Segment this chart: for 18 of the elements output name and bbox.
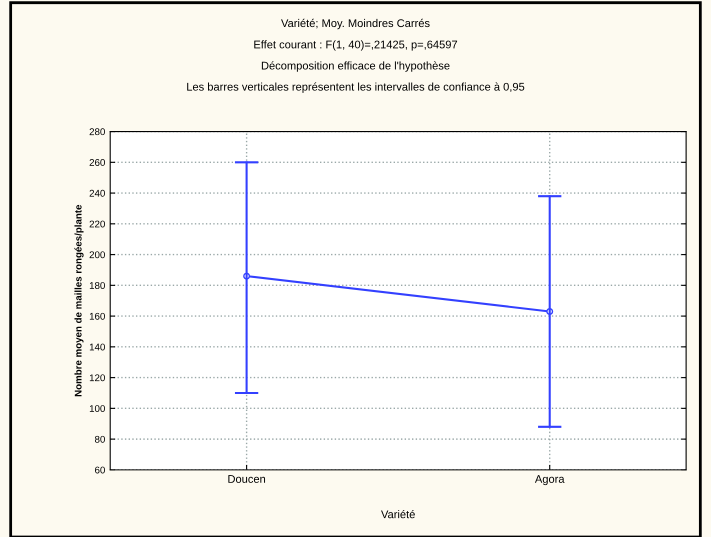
y-tick-label: 80 (94, 436, 105, 443)
y-axis-title: Nombre moyen de mailles rongées/plante (74, 204, 84, 396)
x-tick-label: Doucen (228, 475, 266, 483)
x-tick-label: Agora (534, 475, 565, 486)
y-tick-label: 180 (90, 282, 105, 289)
y-tick-label: 100 (90, 405, 105, 412)
chart-title: Variété; Moy. Moindres Carrés (281, 18, 430, 30)
chart-subtitle: Effet courant : F(1, 40)=,21425, p=,64597 Décomposition efficace de l'hypothèse Les barres verticales représentent les intervalles de confiance à 0,95 (187, 40, 524, 93)
y-tick-label: 280 (90, 128, 105, 136)
y-tick-label: 60 (95, 466, 105, 474)
y-tick-label: 140 (90, 344, 105, 350)
y-tick-label: 200 (90, 251, 105, 258)
y-tick-label: 240 (90, 190, 105, 197)
x-axis-title: Variété (381, 510, 415, 518)
y-tick-label: 120 (90, 374, 105, 382)
y-tick-label: 220 (90, 220, 105, 228)
y-tick-label: 160 (90, 312, 105, 320)
y-tick-label: 260 (90, 159, 105, 166)
